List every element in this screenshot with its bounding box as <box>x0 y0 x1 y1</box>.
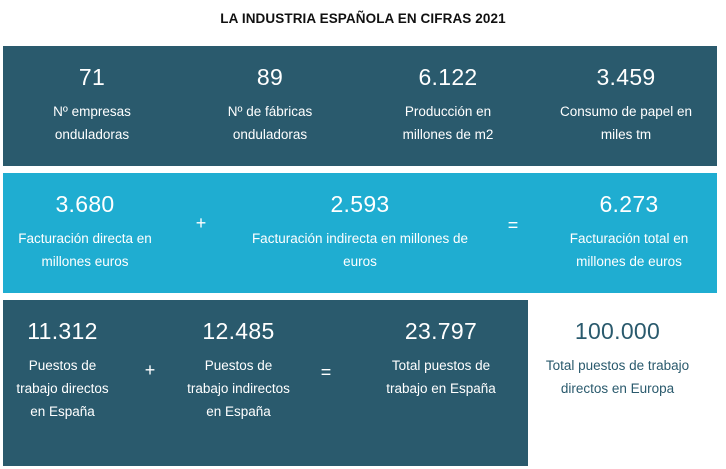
revenue-band: 3.680 Facturación directa en millones eu… <box>3 173 717 293</box>
stat-production: 6.122 Producción en millones de m2 <box>359 64 537 146</box>
stat-label: Facturación directa en millones euros <box>18 231 152 269</box>
stat-label: Puestos de trabajo indirectos en España <box>187 358 290 419</box>
stat-value: 12.485 <box>202 318 275 344</box>
employment-band: 11.312 Puestos de trabajo directos en Es… <box>3 300 528 466</box>
stat-value: 23.797 <box>404 318 478 344</box>
stat-label: Consumo de papel en miles tm <box>559 104 693 142</box>
stat-value: 71 <box>78 64 106 90</box>
equals-operator: = <box>320 362 332 382</box>
stat-value: 3.680 <box>55 191 115 217</box>
stat-label: Puestos de trabajo directos en España <box>16 358 109 419</box>
stat-paper-consumption: 3.459 Consumo de papel en miles tm <box>537 64 715 146</box>
plus-operator: + <box>144 360 156 380</box>
stat-indirect-jobs: 12.485 Puestos de trabajo indirectos en … <box>186 318 291 423</box>
stat-value: 6.273 <box>599 191 659 217</box>
plus-operator: + <box>195 213 207 233</box>
stat-label: Producción en millones de m2 <box>402 104 494 142</box>
stat-label: Nº empresas onduladoras <box>53 104 131 142</box>
stat-direct-revenue: 3.680 Facturación directa en millones eu… <box>11 191 159 273</box>
page-title: LA INDUSTRIA ESPAÑOLA EN CIFRAS 2021 <box>220 11 506 26</box>
stat-total-revenue: 6.273 Facturación total en millones de e… <box>555 191 703 273</box>
stat-label: Facturación total en millones de euros <box>569 231 689 269</box>
stat-total-jobs-spain: 23.797 Total puestos de trabajo en Españ… <box>371 318 511 400</box>
equals-operator: = <box>507 215 519 235</box>
stat-value: 89 <box>256 64 284 90</box>
stat-label: Facturación indirecta en millones de eur… <box>251 231 469 269</box>
stat-label: Total puestos de trabajo directos en Eur… <box>545 358 690 396</box>
stat-value: 2.593 <box>330 191 390 217</box>
stat-label: Total puestos de trabajo en España <box>386 358 496 396</box>
stat-value: 3.459 <box>596 64 656 90</box>
stat-companies: 71 Nº empresas onduladoras <box>3 64 181 146</box>
stat-direct-jobs: 11.312 Puestos de trabajo directos en Es… <box>15 318 110 423</box>
stat-label: Nº de fábricas onduladoras <box>227 104 313 142</box>
stat-jobs-europe: 100.000 Total puestos de trabajo directo… <box>545 318 690 400</box>
stat-value: 6.122 <box>418 64 478 90</box>
stat-factories: 89 Nº de fábricas onduladoras <box>181 64 359 146</box>
stat-value: 11.312 <box>27 318 98 344</box>
stat-indirect-revenue: 2.593 Facturación indirecta en millones … <box>240 191 480 273</box>
stat-value: 100.000 <box>574 318 661 344</box>
industry-stats-band: 71 Nº empresas onduladoras 89 Nº de fábr… <box>3 46 717 166</box>
